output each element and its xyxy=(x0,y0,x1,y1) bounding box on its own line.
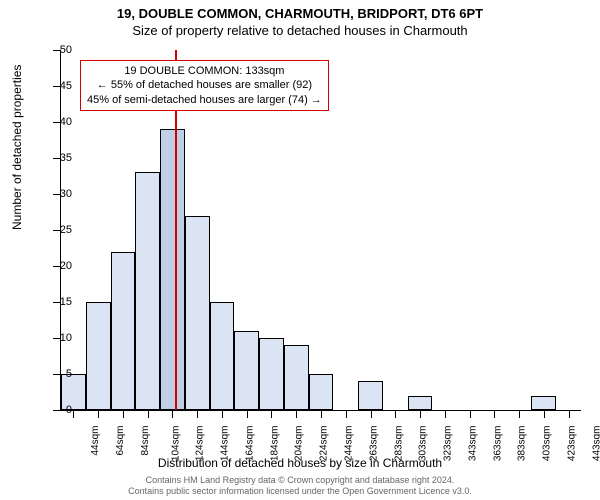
y-tick-label: 25 xyxy=(42,224,72,236)
x-tick xyxy=(296,410,297,418)
x-tick xyxy=(98,410,99,418)
histogram-bar xyxy=(531,396,556,410)
x-tick xyxy=(371,410,372,418)
histogram-bar xyxy=(234,331,259,410)
y-axis-label: Number of detached properties xyxy=(10,65,24,230)
annotation-box: 19 DOUBLE COMMON: 133sqm ← 55% of detach… xyxy=(80,60,329,111)
footer-line2: Contains public sector information licen… xyxy=(0,486,600,497)
histogram-bar xyxy=(309,374,334,410)
y-tick-label: 40 xyxy=(42,116,72,128)
x-tick xyxy=(494,410,495,418)
x-tick xyxy=(73,410,74,418)
annotation-line3: 45% of semi-detached houses are larger (… xyxy=(87,93,322,107)
histogram-bar xyxy=(408,396,433,410)
y-tick-label: 20 xyxy=(42,260,72,272)
histogram-bar xyxy=(111,252,136,410)
histogram-bar xyxy=(210,302,235,410)
x-tick xyxy=(148,410,149,418)
subtitle: Size of property relative to detached ho… xyxy=(0,21,600,38)
x-tick xyxy=(123,410,124,418)
x-tick xyxy=(321,410,322,418)
y-tick-label: 35 xyxy=(42,152,72,164)
x-tick-label: 84sqm xyxy=(140,426,151,456)
x-tick xyxy=(470,410,471,418)
x-tick xyxy=(271,410,272,418)
y-tick-label: 45 xyxy=(42,80,72,92)
x-tick xyxy=(197,410,198,418)
histogram-bar xyxy=(284,345,309,410)
y-tick-label: 50 xyxy=(42,44,72,56)
y-tick-label: 30 xyxy=(42,188,72,200)
footer-line1: Contains HM Land Registry data © Crown c… xyxy=(0,475,600,486)
x-tick xyxy=(346,410,347,418)
x-tick xyxy=(569,410,570,418)
x-tick xyxy=(544,410,545,418)
annotation-line2: ← 55% of detached houses are smaller (92… xyxy=(87,78,322,92)
x-tick xyxy=(420,410,421,418)
histogram-bar xyxy=(259,338,284,410)
y-tick-label: 15 xyxy=(42,296,72,308)
x-tick-label: 44sqm xyxy=(90,426,101,456)
y-tick-label: 5 xyxy=(42,368,72,380)
y-tick-label: 10 xyxy=(42,332,72,344)
y-tick-label: 0 xyxy=(42,404,72,416)
x-tick xyxy=(519,410,520,418)
histogram-bar xyxy=(160,129,185,410)
x-tick xyxy=(222,410,223,418)
histogram-bar xyxy=(185,216,210,410)
histogram-bar xyxy=(86,302,111,410)
x-tick xyxy=(172,410,173,418)
footer-attribution: Contains HM Land Registry data © Crown c… xyxy=(0,475,600,497)
x-tick xyxy=(395,410,396,418)
address-title: 19, DOUBLE COMMON, CHARMOUTH, BRIDPORT, … xyxy=(0,0,600,21)
histogram-chart: 44sqm64sqm84sqm104sqm124sqm144sqm164sqm1… xyxy=(60,50,580,410)
x-tick xyxy=(247,410,248,418)
x-tick-label: 64sqm xyxy=(115,426,126,456)
x-tick xyxy=(445,410,446,418)
histogram-bar xyxy=(358,381,383,410)
x-axis-label: Distribution of detached houses by size … xyxy=(0,456,600,470)
histogram-bar xyxy=(135,172,160,410)
annotation-line1: 19 DOUBLE COMMON: 133sqm xyxy=(87,64,322,78)
